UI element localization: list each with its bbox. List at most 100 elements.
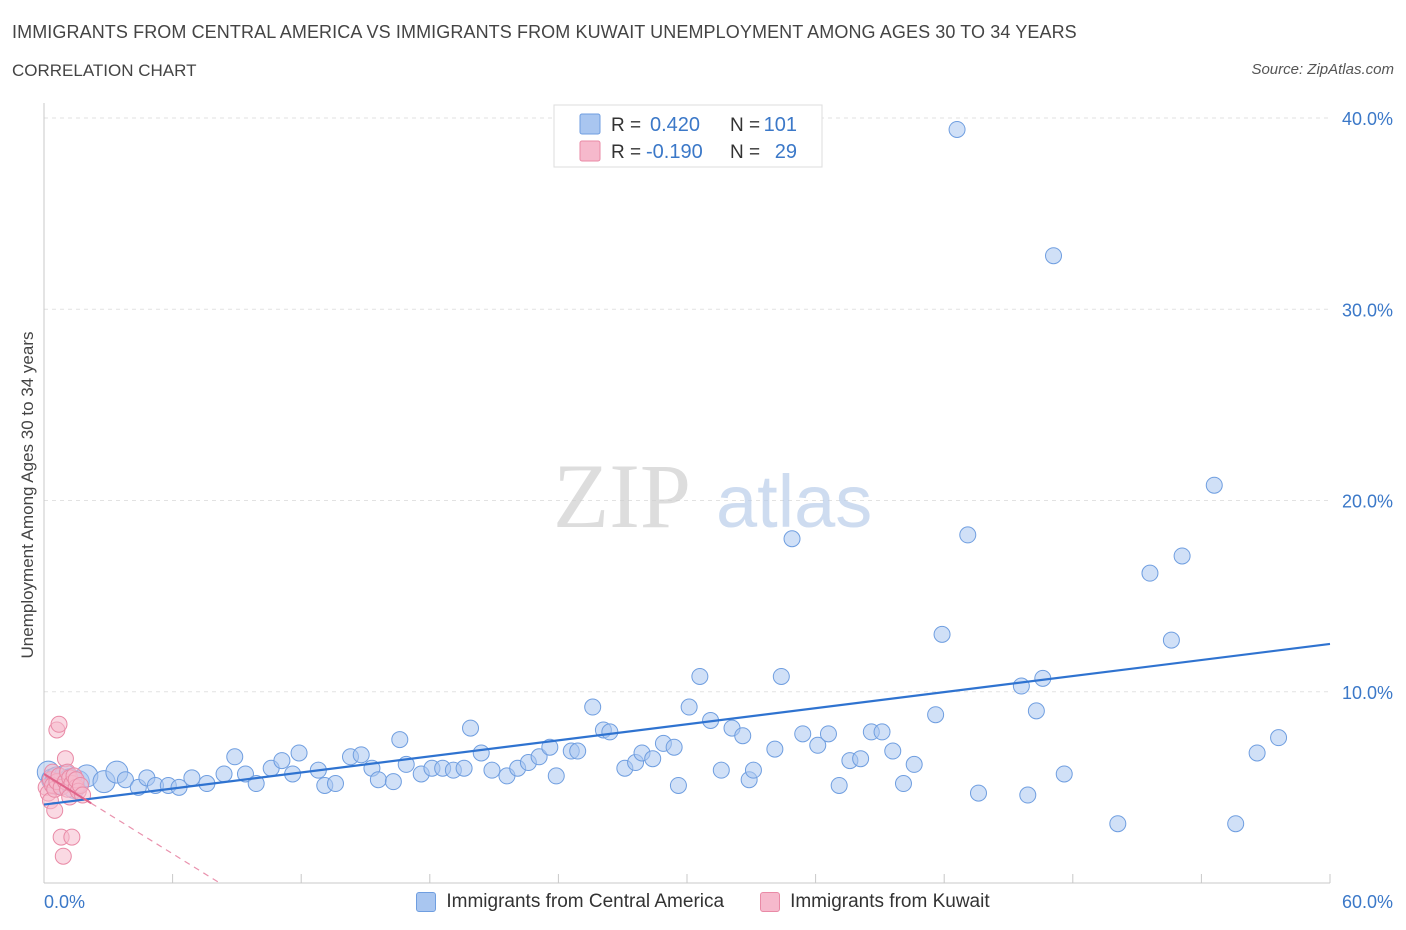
kuwait-trendline-extension [90,802,221,884]
legend-swatch-blue [416,892,437,912]
stats-r-label: R = [611,115,641,136]
central-america-point [894,775,912,793]
central-america-point [852,750,870,768]
central-america-point [541,738,559,756]
x-tick-label-min: 0.0% [44,892,85,912]
central-america-point [369,771,387,789]
central-america-point [905,755,923,773]
stats-n-label: N = [730,115,760,136]
central-america-point [116,771,134,789]
central-america-point [766,740,784,758]
central-america-point [273,752,291,770]
central-america-point [601,723,619,741]
central-america-point [326,775,344,793]
stats-n-value: 29 [775,141,797,163]
stats-n-label: N = [730,142,760,163]
central-america-point [1055,765,1073,783]
central-america-point [352,746,370,764]
central-america-point [772,667,790,685]
central-america-point [391,731,409,749]
stats-r-value: 0.420 [650,114,700,136]
central-america-point [712,761,730,779]
central-america-point [384,773,402,791]
central-america-point [290,744,308,762]
y-tick-labels: 10.0% 20.0% 30.0% 40.0% [1342,109,1393,703]
central-america-point [1141,564,1159,582]
watermark-zip: ZIP [553,445,691,547]
central-america-point [680,698,698,716]
stats-swatch-blue [579,113,601,135]
stats-swatch-pink [579,140,601,162]
central-america-point [884,742,902,760]
central-america-point [644,750,662,768]
central-america-point [927,706,945,724]
kuwait-point [54,847,72,865]
central-america-point [472,744,490,762]
legend-item-kuwait[interactable]: Immigrants from Kuwait [760,888,990,916]
central-america-point [547,767,565,785]
central-america-point [1173,547,1191,565]
y-tick-label: 30.0% [1342,300,1393,320]
central-america-point [744,761,762,779]
chart-title: IMMIGRANTS FROM CENTRAL AMERICA VS IMMIG… [12,22,1077,42]
central-america-point [794,725,812,743]
central-america-point [569,742,587,760]
central-america-point [1205,476,1223,494]
central-america-point [215,765,233,783]
central-america-point [959,526,977,544]
y-tick-label: 40.0% [1342,109,1393,129]
stats-n-value: 101 [764,114,797,136]
stats-r-value: -0.190 [646,141,703,163]
central-america-point [1045,247,1063,265]
central-america-point [933,625,951,643]
central-america-point [873,723,891,741]
central-america-point [691,667,709,685]
central-america-point [462,719,480,737]
y-axis-label: Unemployment Among Ages 30 to 34 years [18,332,37,659]
central-america-trendline [43,642,1331,806]
central-america-point [948,120,966,138]
central-america-point [1109,815,1127,833]
central-america-point [584,698,602,716]
kuwait-point [50,715,68,733]
central-america-point [734,727,752,745]
legend-label: Immigrants from Kuwait [790,891,990,912]
stats-r-label: R = [611,142,641,163]
central-america-point [783,530,801,548]
central-america-point [1227,815,1245,833]
central-america-point [830,776,848,794]
x-tick-label-max: 60.0% [1342,892,1393,912]
central-america-point [1270,729,1288,747]
central-america-point [1162,631,1180,649]
watermark-atlas: atlas [716,460,872,543]
legend-item-central-america[interactable]: Immigrants from Central America [416,888,724,916]
central-america-point [455,759,473,777]
chart-subtitle: CORRELATION CHART [12,61,197,80]
central-america-point [809,736,827,754]
legend-swatch-pink [760,892,781,912]
central-america-point [969,784,987,802]
source-credit: Source: ZipAtlas.com [1251,61,1394,78]
legend-label: Immigrants from Central America [446,891,725,912]
kuwait-trendline [43,773,92,805]
data-points [36,120,1288,865]
axes [43,103,1330,884]
central-america-point [1012,677,1030,695]
central-america-point [483,761,501,779]
stats-legend: R = 0.420 N = 101 R = -0.190 N = 29 [553,104,823,168]
central-america-point [226,748,244,766]
trend-lines [43,642,1331,884]
central-america-point [1019,786,1037,804]
kuwait-point [63,828,81,846]
central-america-point [669,776,687,794]
central-america-point [530,748,548,766]
central-america-point [1027,702,1045,720]
central-america-point [819,725,837,743]
central-america-point [1248,744,1266,762]
central-america-point [183,769,201,787]
y-tick-label: 20.0% [1342,492,1393,512]
series-legend: Immigrants from Central America Immigran… [0,888,1406,916]
y-tick-label: 10.0% [1342,683,1393,703]
central-america-point [665,738,683,756]
